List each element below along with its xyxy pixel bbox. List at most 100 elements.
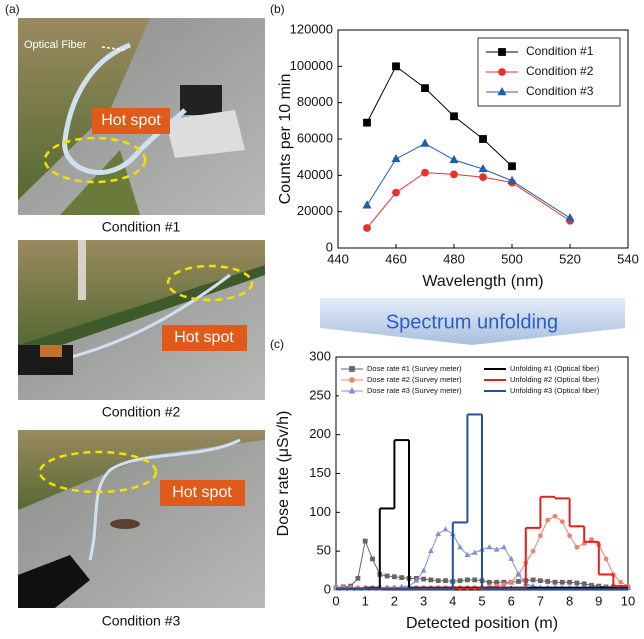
marker: [421, 139, 429, 146]
marker: [356, 576, 360, 580]
marker: [473, 550, 477, 554]
y-axis-label: Dose rate (μSv/h): [275, 411, 292, 537]
y-tick-label: 80000: [297, 94, 333, 109]
legend-label: Unfolding #2 (Optical fiber): [510, 375, 600, 384]
x-tick-label: 3: [420, 593, 427, 608]
panel-label: (b): [270, 2, 285, 16]
x-axis-label: Detected position (m): [406, 615, 558, 632]
y-tick-label: 100000: [290, 58, 333, 73]
y-tick-label: 50: [317, 543, 331, 558]
x-tick-label: 5: [478, 593, 485, 608]
x-tick-label: 540: [617, 251, 639, 266]
marker: [436, 532, 440, 536]
legend-label: Condition #1: [526, 44, 594, 58]
y-tick-label: 120000: [290, 21, 333, 36]
marker: [473, 578, 477, 582]
y-tick-label: 200: [309, 426, 331, 441]
marker: [495, 580, 499, 584]
legend-label: Condition #3: [526, 84, 594, 98]
marker: [444, 579, 448, 583]
marker: [393, 189, 400, 196]
marker: [619, 580, 623, 584]
x-tick-label: 520: [559, 251, 581, 266]
x-axis-label: Wavelength (nm): [422, 273, 543, 290]
photo: [18, 240, 265, 400]
x-tick-label: 6: [508, 593, 515, 608]
marker: [546, 518, 550, 522]
marker: [429, 578, 433, 582]
marker: [499, 69, 506, 76]
x-tick-label: 460: [385, 251, 407, 266]
marker: [560, 580, 564, 584]
photo-caption: Condition #2: [102, 404, 181, 420]
marker: [363, 201, 371, 208]
y-tick-label: 0: [324, 581, 331, 596]
y-tick-label: 300: [309, 348, 331, 363]
legend-label: Unfolding #3 (Optical fiber): [510, 386, 600, 395]
marker: [499, 49, 506, 56]
marker: [568, 580, 572, 584]
panel-label: (c): [270, 337, 284, 351]
x-tick-label: 480: [443, 251, 465, 266]
x-tick-label: 4: [449, 593, 456, 608]
marker: [350, 378, 355, 383]
series-line: [367, 173, 570, 228]
marker: [385, 574, 389, 578]
marker: [560, 520, 564, 524]
photo-label: Optical Fiber: [24, 39, 87, 51]
y-tick-label: 0: [326, 239, 333, 254]
marker: [392, 155, 400, 162]
marker: [517, 579, 521, 583]
marker: [400, 576, 404, 580]
marker: [422, 169, 429, 176]
y-tick-label: 20000: [297, 203, 333, 218]
panel-label: (a): [5, 2, 20, 16]
marker: [546, 579, 550, 583]
marker: [393, 63, 400, 70]
x-tick-label: 7: [537, 593, 544, 608]
marker: [392, 575, 396, 579]
marker: [509, 580, 513, 584]
marker: [604, 557, 608, 561]
y-tick-label: 250: [309, 387, 331, 402]
y-axis-label: Counts per 10 min: [277, 74, 294, 205]
marker: [531, 578, 535, 582]
marker: [465, 578, 469, 582]
legend-label: Dose rate #3 (Survey meter): [367, 386, 462, 395]
arrow-label: Spectrum unfolding: [386, 311, 558, 333]
marker: [451, 171, 458, 178]
hot-spot-label: Hot spot: [174, 329, 234, 346]
photo-caption: Condition #3: [102, 613, 181, 629]
y-tick-label: 150: [309, 465, 331, 480]
marker: [371, 557, 375, 561]
marker: [494, 547, 498, 551]
legend-label: Dose rate #2 (Survey meter): [367, 375, 462, 384]
marker: [443, 527, 447, 531]
x-tick-label: 10: [621, 593, 635, 608]
marker: [502, 583, 506, 587]
legend-label: Dose rate #1 (Survey meter): [367, 364, 462, 373]
marker: [429, 549, 433, 553]
legend-label: Unfolding #1 (Optical fiber): [510, 364, 600, 373]
marker: [350, 367, 355, 372]
hot-spot-label: Hot spot: [172, 484, 232, 501]
marker: [538, 579, 542, 583]
marker: [487, 545, 491, 549]
marker: [436, 579, 440, 583]
photo-caption: Condition #1: [102, 219, 181, 235]
y-tick-label: 60000: [297, 130, 333, 145]
marker: [566, 214, 574, 221]
marker: [364, 119, 371, 126]
figure: (a) (b) (c) Condition #1 Condition #2 Conditi…: [0, 0, 644, 639]
hot-spot-label: Hot spot: [101, 112, 161, 129]
marker: [553, 514, 557, 518]
marker: [364, 225, 371, 232]
x-tick-label: 500: [501, 251, 523, 266]
x-tick-label: 9: [595, 593, 602, 608]
marker: [422, 85, 429, 92]
marker: [450, 156, 458, 163]
marker: [363, 539, 367, 543]
marker: [421, 568, 425, 572]
marker: [480, 174, 487, 181]
marker: [575, 545, 579, 549]
